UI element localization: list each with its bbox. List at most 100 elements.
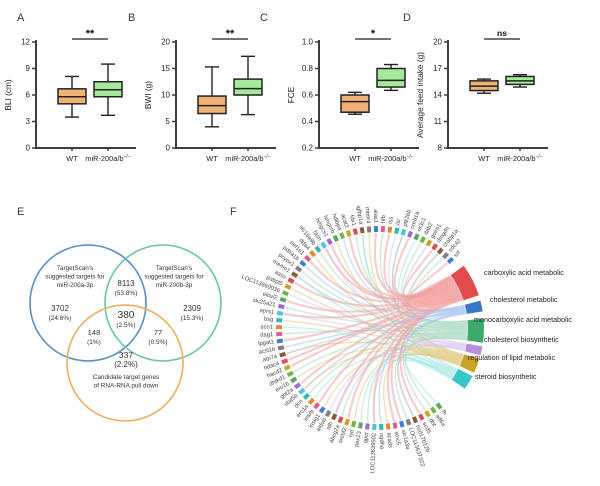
gene-label: lss bbox=[388, 216, 395, 224]
gene-label: alas1 bbox=[372, 209, 378, 223]
gene-label: acsl1b bbox=[258, 347, 276, 356]
panel-e-label: E bbox=[17, 206, 25, 218]
significance-label: ns bbox=[497, 28, 507, 38]
gene-label: ptk2bb bbox=[403, 209, 413, 227]
set-b-title: miR-200b-3p bbox=[156, 282, 193, 289]
gene-label: dab2 bbox=[423, 222, 434, 236]
y-tick-label: 1.0 bbox=[302, 38, 314, 47]
gene-label: ogdha bbox=[378, 433, 385, 450]
significance-label: * bbox=[371, 28, 376, 40]
box-group-ko bbox=[93, 63, 123, 117]
gene-label: mtmr4 bbox=[363, 207, 371, 225]
gene-tick bbox=[337, 416, 344, 424]
gene-tick bbox=[324, 409, 332, 418]
ribbon bbox=[297, 276, 467, 331]
category-arc bbox=[451, 368, 473, 389]
gene-tick bbox=[446, 256, 454, 264]
gene-tick bbox=[290, 376, 298, 384]
category-arc bbox=[464, 300, 483, 314]
gene-tick bbox=[283, 364, 291, 371]
gene-tick bbox=[276, 331, 283, 337]
y-tick-label: 0.2 bbox=[302, 144, 314, 153]
gene-tick bbox=[441, 252, 450, 260]
gene-label: eprs1 bbox=[259, 308, 274, 316]
category-fan bbox=[403, 345, 465, 367]
pct-abc: (2.5%) bbox=[116, 322, 135, 329]
gene-label: smc5 bbox=[393, 431, 401, 446]
gene-tick bbox=[287, 277, 295, 284]
panel-b-label: B bbox=[128, 12, 136, 24]
set-b-title: TargetScan's bbox=[156, 265, 192, 272]
x-tick-label: WT bbox=[206, 154, 218, 163]
box-group-ko bbox=[376, 63, 406, 92]
count-b_only: 2309 bbox=[183, 304, 201, 313]
category-arc bbox=[459, 354, 480, 373]
ribbon bbox=[305, 265, 466, 314]
category-label: cholesterol biosynthetic bbox=[484, 335, 559, 344]
set-b-title: suggested targets for bbox=[144, 274, 203, 281]
panel-f-label: F bbox=[230, 206, 237, 218]
gene-tick bbox=[331, 413, 338, 421]
gene-tick bbox=[307, 397, 315, 405]
count-ac: 148 bbox=[88, 328, 101, 337]
gene-tick bbox=[279, 351, 287, 358]
y-tick-label: 14 bbox=[433, 91, 442, 100]
ribbon bbox=[402, 312, 466, 411]
gene-tick bbox=[339, 232, 346, 240]
gene-label: elovl2 bbox=[262, 291, 278, 301]
iqr-box bbox=[233, 78, 263, 96]
pct-ab: (53.8%) bbox=[115, 290, 138, 297]
gene-tick bbox=[425, 239, 433, 247]
category-label: regulation of lipid metabolic bbox=[468, 353, 556, 362]
gene-tick bbox=[294, 265, 303, 273]
gene-tick bbox=[326, 238, 333, 246]
x-tick-label: WT bbox=[66, 154, 78, 163]
y-tick-label: 20 bbox=[161, 38, 170, 47]
gene-label: atp7a bbox=[262, 354, 278, 364]
set-a-title: miR-200a-3p bbox=[57, 282, 94, 289]
y-tick-label: 0.4 bbox=[302, 117, 314, 126]
gene-tick bbox=[373, 225, 379, 233]
y-tick-label: 15 bbox=[161, 64, 170, 73]
gene-tick bbox=[394, 227, 400, 235]
gene-tick bbox=[352, 228, 358, 236]
panel-d-label: D bbox=[403, 12, 411, 24]
gene-label: aass bbox=[273, 270, 287, 281]
gene-tick bbox=[405, 418, 412, 426]
ribbon bbox=[304, 349, 461, 390]
y-tick-label: 5 bbox=[166, 117, 171, 126]
gene-tick bbox=[345, 229, 352, 237]
gene-tick bbox=[313, 402, 321, 410]
gene-label: lpgat1 bbox=[258, 339, 274, 347]
y-tick-label: 0.8 bbox=[302, 64, 314, 73]
category-fan bbox=[405, 304, 467, 318]
ribbon bbox=[399, 298, 463, 414]
gene-tick bbox=[279, 297, 287, 303]
gene-tick bbox=[281, 358, 289, 365]
y-axis-title: BWI (g) bbox=[143, 81, 153, 109]
gene-tick bbox=[380, 226, 386, 233]
ribbon bbox=[404, 337, 467, 408]
gene-label: hfb bbox=[381, 215, 387, 223]
gene-label: igfbp1a bbox=[355, 205, 364, 225]
pct-bc: (0.5%) bbox=[148, 339, 167, 346]
y-tick-label: 8 bbox=[438, 144, 443, 153]
gene-tick bbox=[344, 418, 350, 426]
gene-label: qpct bbox=[363, 432, 370, 444]
x-tick-label: miR-200a/b−/− bbox=[225, 154, 271, 163]
gene-label: srebf2 bbox=[338, 427, 349, 444]
gene-tick bbox=[436, 247, 444, 255]
box-group-wt bbox=[469, 78, 499, 94]
gene-tick bbox=[430, 406, 437, 414]
gene-tick bbox=[276, 338, 284, 344]
category-label: monocarboxylic acid metabolic bbox=[474, 315, 572, 324]
y-tick-label: 17 bbox=[433, 64, 442, 73]
significance-label: ** bbox=[226, 28, 235, 40]
gene-label: LOC113639502 bbox=[370, 433, 378, 474]
gene-tick bbox=[424, 410, 431, 418]
gene-tick bbox=[359, 226, 365, 234]
pct-c_only: (2.2%) bbox=[114, 360, 138, 369]
category-label: cholesterol metabolic bbox=[490, 295, 558, 304]
ribbon bbox=[379, 232, 467, 325]
pct-ac: (1%) bbox=[87, 339, 101, 346]
